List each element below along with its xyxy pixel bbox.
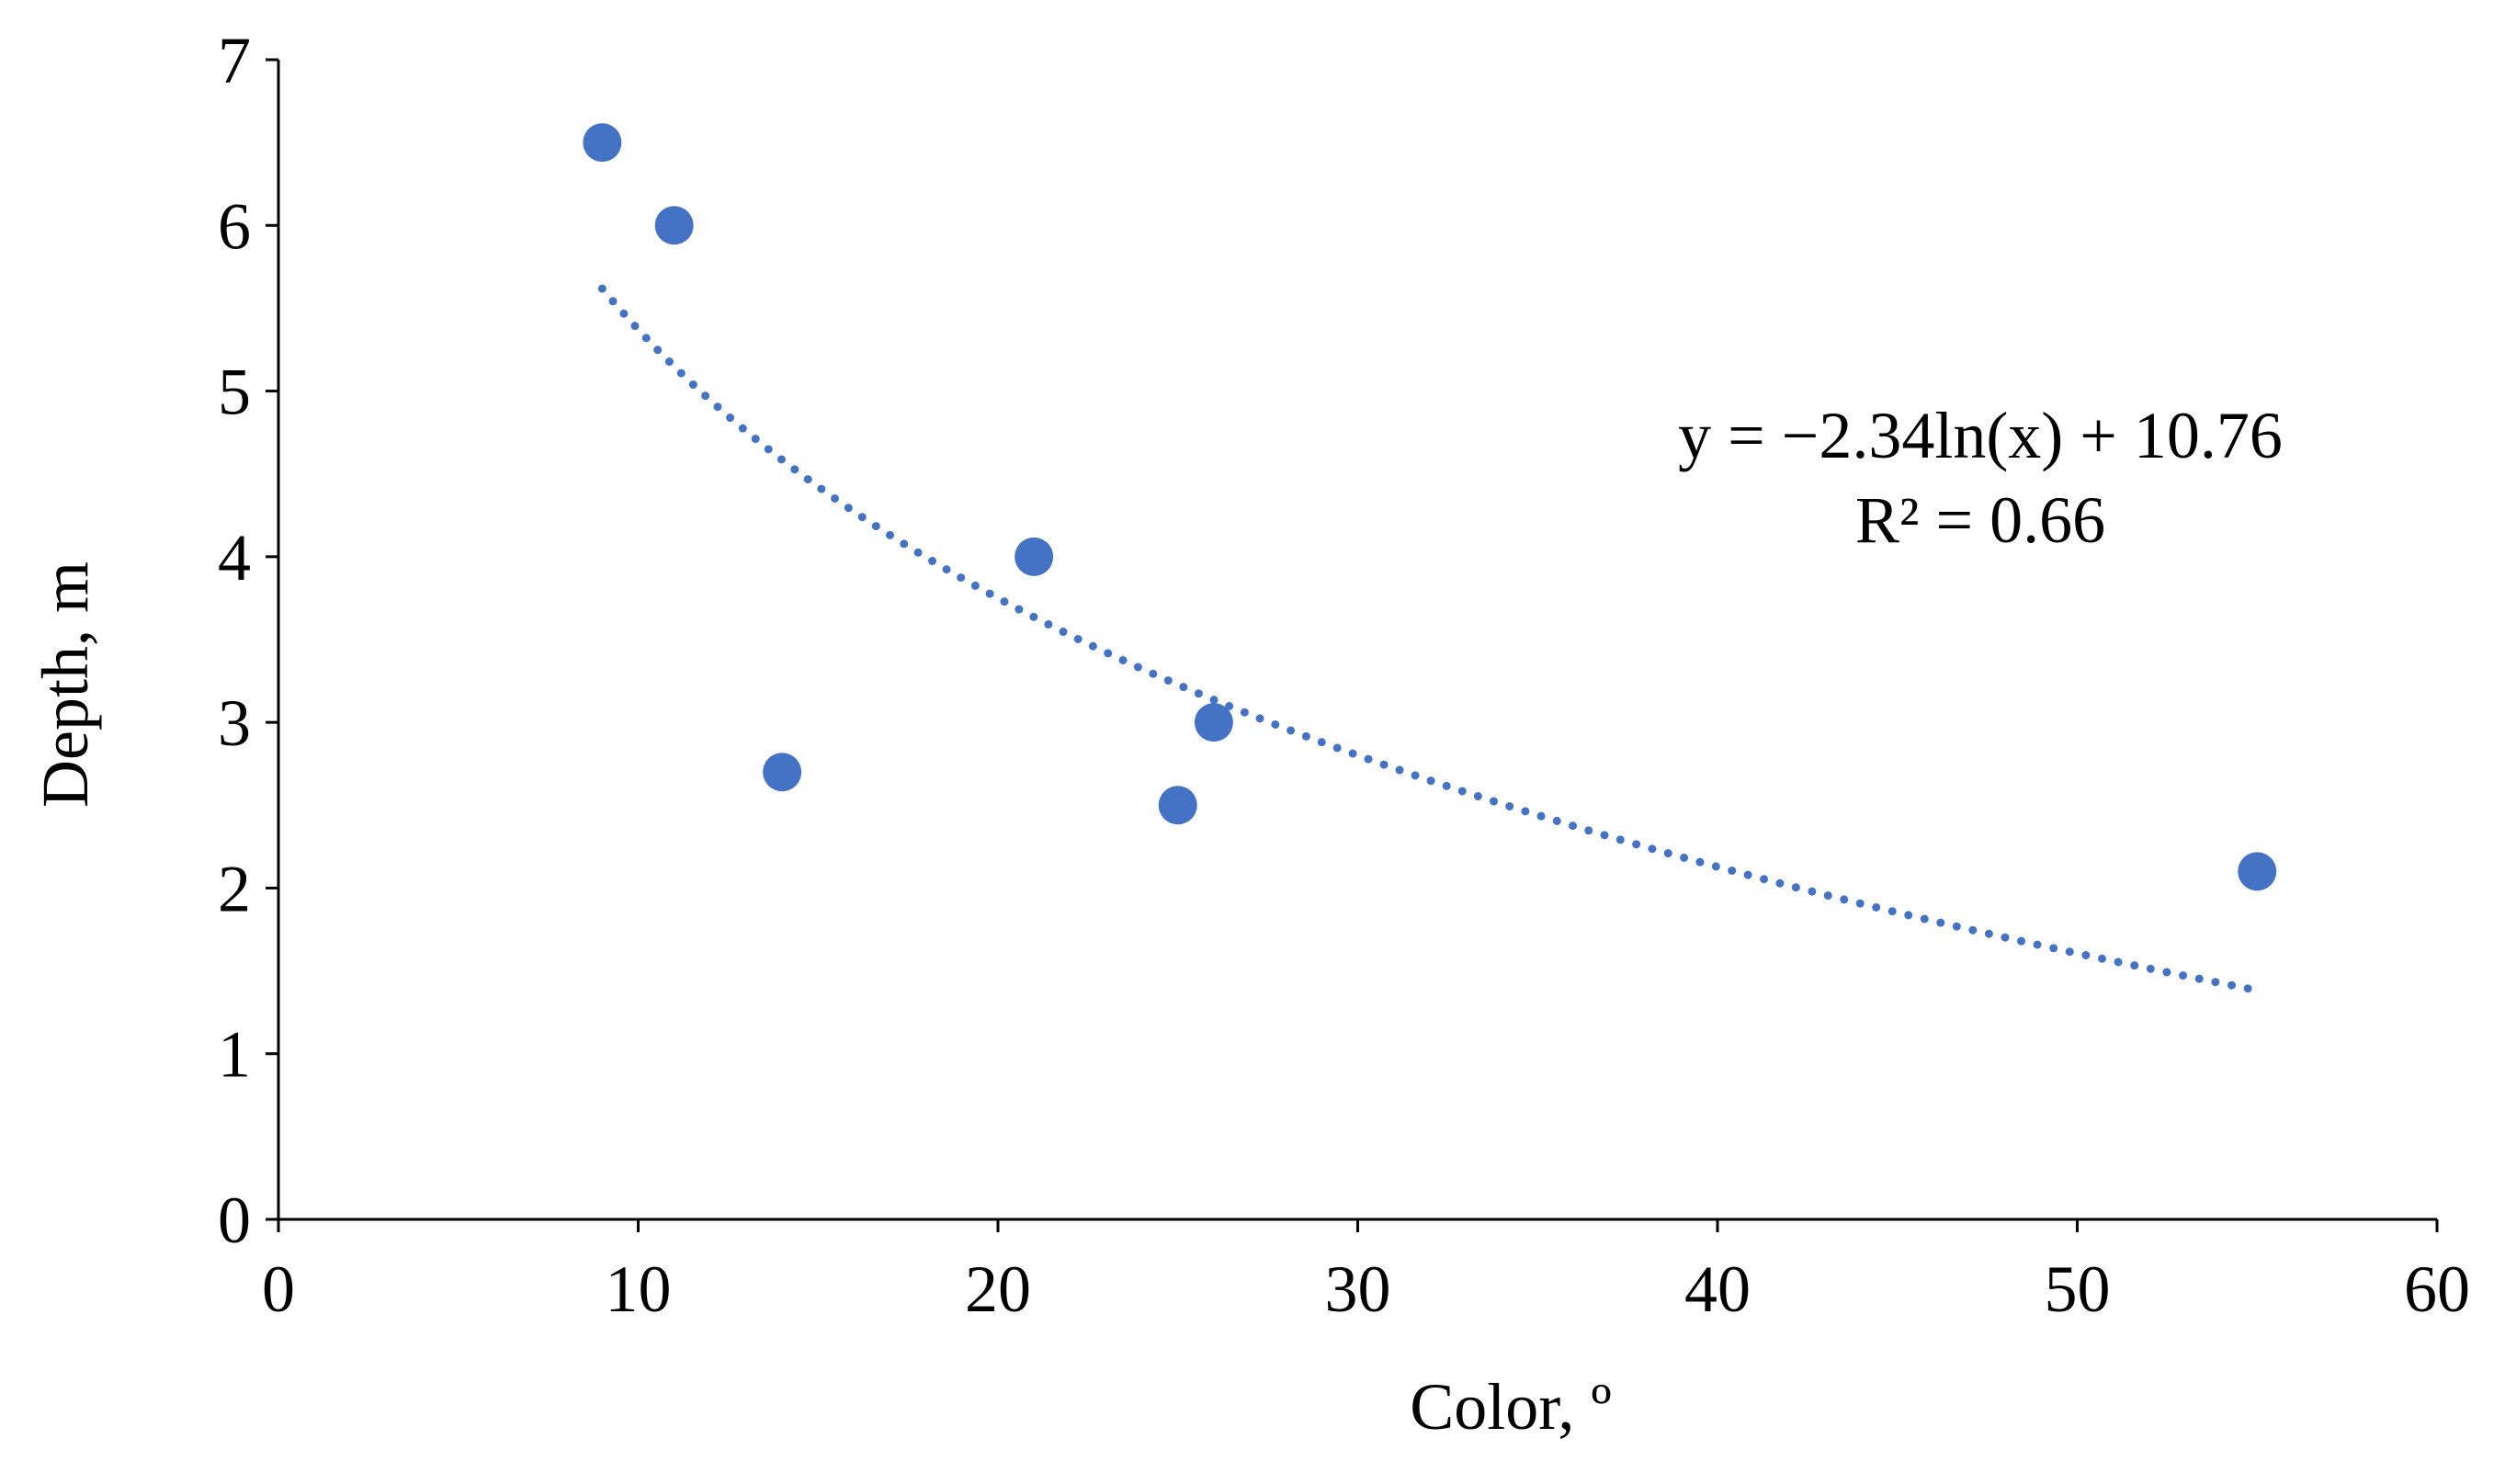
- trendline-dotted: [597, 284, 2262, 995]
- y-axis-title: Depth, m: [28, 561, 102, 808]
- trendline-layer: [597, 284, 2262, 995]
- x-tick-label: 20: [965, 1252, 1031, 1326]
- y-tick-label: 6: [218, 189, 251, 263]
- data-point: [1194, 703, 1233, 742]
- x-tick-label: 60: [2404, 1252, 2470, 1326]
- data-point: [1015, 537, 1054, 576]
- data-point: [654, 206, 694, 245]
- y-axis: 0 1 2 3 4 5 6 7: [218, 24, 280, 1257]
- x-tick-label: 30: [1325, 1252, 1391, 1326]
- data-point: [1158, 786, 1197, 825]
- x-tick-label: 40: [1684, 1252, 1751, 1326]
- x-tick-label: 10: [606, 1252, 672, 1326]
- x-tick-label: 50: [2045, 1252, 2111, 1326]
- y-tick-label: 0: [218, 1184, 251, 1257]
- data-point: [2238, 852, 2277, 891]
- data-point: [583, 123, 622, 163]
- y-tick-label: 1: [218, 1018, 251, 1092]
- y-tick-label: 3: [218, 686, 251, 760]
- y-tick-label: 4: [218, 521, 251, 595]
- data-point: [763, 753, 802, 792]
- x-axis-title: Color, º: [1410, 1370, 1611, 1444]
- points-layer: [583, 123, 2277, 891]
- x-tick-label: 0: [262, 1252, 295, 1326]
- r-squared-label: R² = 0.66: [1855, 483, 2105, 557]
- x-axis: 0 10 20 30 40 50 60: [262, 1218, 2470, 1326]
- trendline-equation: y = −2.34ln(x) + 10.76: [1678, 399, 2283, 472]
- y-tick-label: 5: [218, 356, 251, 429]
- y-tick-label: 7: [218, 24, 251, 97]
- y-tick-label: 2: [218, 852, 251, 925]
